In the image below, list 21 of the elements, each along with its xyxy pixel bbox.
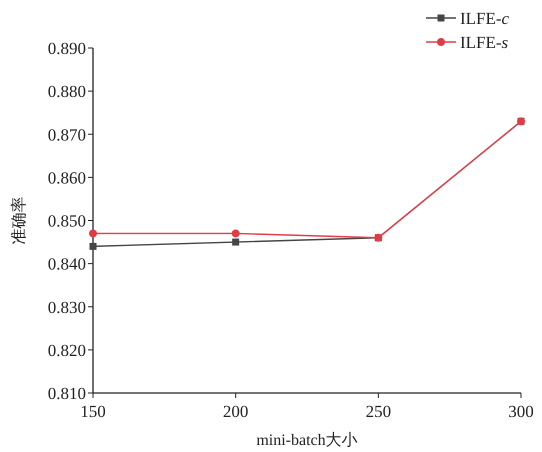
y-tick-label: 0.870 — [48, 125, 86, 144]
legend-label: ILFE-s — [460, 33, 509, 52]
point — [232, 238, 240, 246]
y-tick-label: 0.880 — [48, 82, 86, 102]
y-tick-label: 0.890 — [48, 39, 86, 58]
y-tick-label: 0.850 — [48, 212, 86, 230]
x-tick-label: 300 — [508, 402, 534, 421]
x-tick-label: 250 — [366, 402, 392, 421]
y-tick-label: 0.860 — [48, 168, 86, 188]
x-tick-label: 150 — [80, 402, 106, 421]
legend-label: ILFE-c — [460, 9, 510, 28]
point — [90, 242, 96, 250]
y-tick-label: 0.820 — [48, 340, 86, 360]
y-tick-label: 0.810 — [48, 384, 86, 403]
y-axis-title: 准确率 — [10, 196, 28, 244]
point — [89, 229, 97, 238]
point — [232, 229, 240, 238]
x-tick-label: 200 — [222, 402, 248, 421]
y-tick-label: 0.830 — [48, 298, 86, 317]
y-tick-label: 0.840 — [48, 254, 86, 274]
x-axis-title: mini-batch大小 — [256, 431, 358, 449]
